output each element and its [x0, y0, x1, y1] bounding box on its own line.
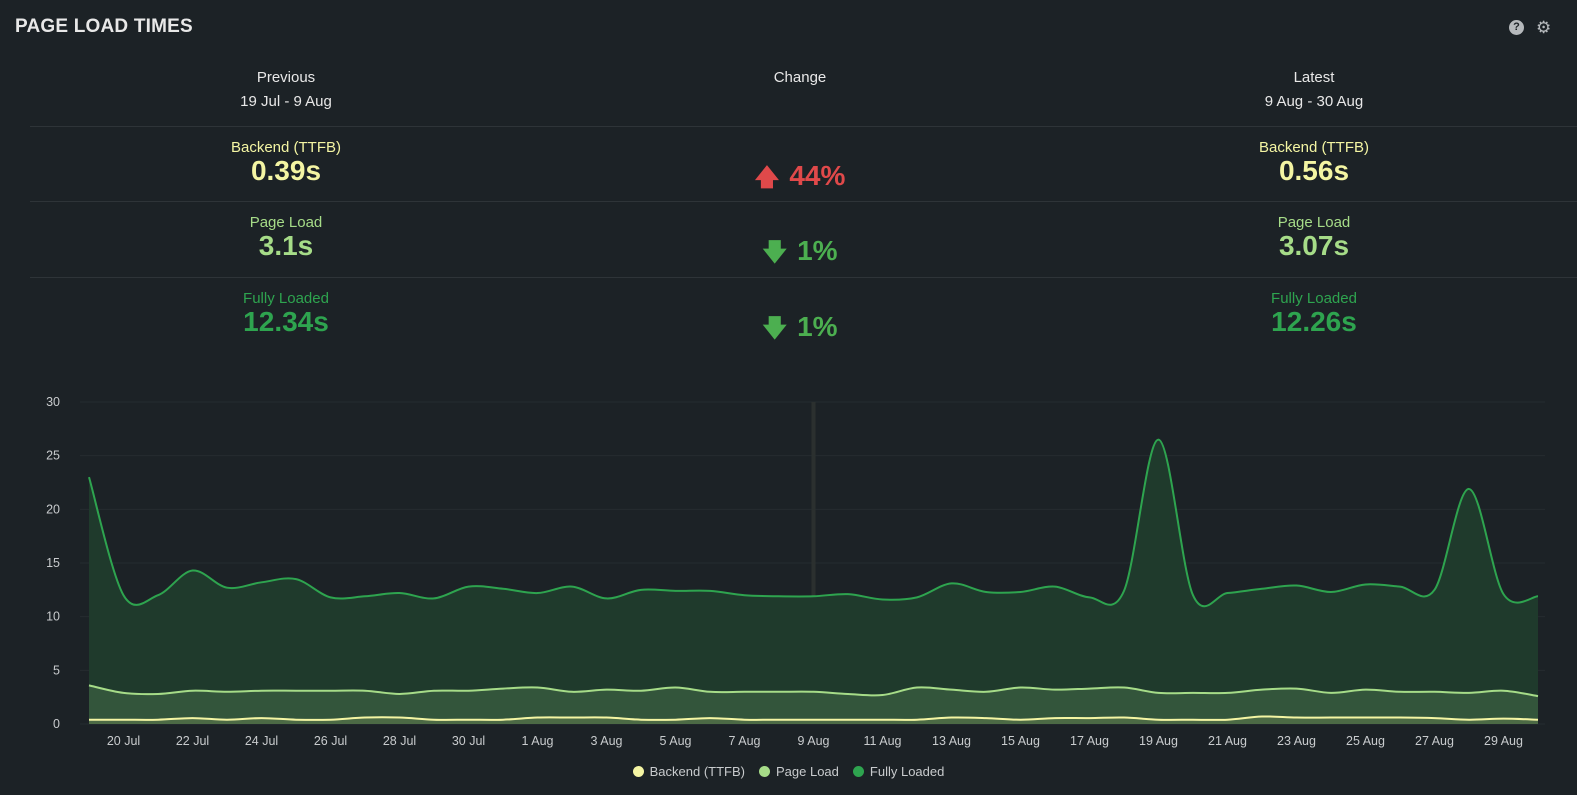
latest-column-header: Latest 9 Aug - 30 Aug: [1114, 69, 1514, 110]
metric-value: 3.1s: [258, 230, 314, 261]
arrow-down-icon: 🡇: [762, 239, 788, 266]
x-tick-label: 20 Jul: [107, 734, 140, 748]
divider: [30, 277, 1577, 278]
x-tick-label: 15 Aug: [1001, 734, 1040, 748]
metric-value: 3.07s: [1278, 230, 1350, 261]
metric-label: Fully Loaded: [243, 290, 329, 307]
page-load-line: [88, 684, 1539, 698]
legend-item[interactable]: Page Load: [759, 764, 839, 779]
x-tick-label: 29 Aug: [1484, 734, 1523, 748]
y-tick-label: 10: [46, 610, 60, 624]
change-value: 1%: [797, 311, 838, 342]
divider: [30, 126, 1577, 127]
y-tick-label: 5: [53, 663, 60, 677]
fully-loaded-line: [88, 438, 1539, 608]
previous-backend-ttfb-stat: Backend (TTFB) 0.39s: [86, 139, 486, 186]
metric-label: Fully Loaded: [1271, 290, 1357, 307]
metric-label: Page Load: [249, 214, 323, 231]
x-tick-label: 3 Aug: [591, 734, 623, 748]
x-tick-label: 30 Jul: [452, 734, 485, 748]
x-tick-label: 11 Aug: [863, 734, 901, 748]
x-tick-label: 26 Jul: [314, 734, 347, 748]
x-tick-label: 13 Aug: [932, 734, 971, 748]
latest-fully-loaded-stat: Fully Loaded 12.26s: [1114, 290, 1514, 337]
x-tick-label: 19 Aug: [1139, 734, 1178, 748]
legend-dot-icon: [632, 766, 644, 777]
change-heading: Change: [773, 69, 827, 86]
page-load-change: 🡇 1%: [600, 235, 1000, 276]
legend-item[interactable]: Backend (TTFB): [632, 764, 745, 779]
x-tick-label: 9 Aug: [798, 734, 830, 748]
previous-heading: Previous: [256, 69, 316, 86]
help-icon[interactable]: ?: [1509, 20, 1524, 35]
metric-value: 12.34s: [243, 306, 329, 337]
y-tick-label: 30: [46, 395, 60, 409]
y-tick-label: 25: [46, 449, 60, 463]
legend-label: Page Load: [776, 764, 839, 779]
period-divider-line: [811, 402, 816, 724]
divider: [30, 201, 1577, 202]
previous-column-header: Previous 19 Jul - 9 Aug: [86, 69, 486, 110]
backend-ttfb-change: 🡅 44%: [600, 160, 1000, 201]
gear-icon[interactable]: ⚙: [1536, 18, 1552, 37]
x-tick-label: 23 Aug: [1277, 734, 1316, 748]
change-column-header: Change: [600, 69, 1000, 86]
legend-label: Fully Loaded: [869, 764, 945, 779]
latest-page-load-stat: Page Load 3.07s: [1114, 214, 1514, 261]
x-tick-label: 22 Jul: [176, 734, 209, 748]
y-tick-label: 15: [46, 556, 60, 570]
legend-item[interactable]: Fully Loaded: [852, 764, 945, 779]
page-load-area: [89, 685, 1538, 724]
legend-dot-icon: [852, 766, 864, 777]
latest-heading: Latest: [1293, 69, 1335, 86]
x-tick-label: 28 Jul: [383, 734, 416, 748]
legend-dot-icon: [759, 766, 770, 777]
change-value: 1%: [797, 235, 838, 266]
x-tick-label: 24 Jul: [245, 734, 278, 748]
x-tick-label: 25 Aug: [1346, 734, 1385, 748]
y-tick-label: 20: [46, 502, 60, 516]
fully-loaded-change: 🡇 1%: [600, 311, 1000, 352]
latest-dates: 9 Aug - 30 Aug: [1264, 93, 1364, 110]
x-tick-label: 17 Aug: [1070, 734, 1109, 748]
x-tick-label: 5 Aug: [660, 734, 692, 748]
metric-value: 0.39s: [250, 155, 322, 186]
previous-fully-loaded-stat: Fully Loaded 12.34s: [86, 290, 486, 337]
metric-label: Backend (TTFB): [230, 139, 342, 156]
backend-ttfb-line: [88, 715, 1539, 721]
change-value: 44%: [789, 160, 846, 191]
previous-page-load-stat: Page Load 3.1s: [86, 214, 486, 261]
metric-label: Page Load: [1277, 214, 1351, 231]
widget-title: PAGE LOAD TIMES: [15, 16, 193, 37]
x-tick-label: 1 Aug: [522, 734, 554, 748]
metric-value: 0.56s: [1278, 155, 1350, 186]
arrow-up-icon: 🡅: [754, 164, 780, 191]
arrow-down-icon: 🡇: [762, 315, 788, 342]
x-tick-label: 7 Aug: [729, 734, 761, 748]
y-tick-label: 0: [53, 717, 60, 731]
previous-dates: 19 Jul - 9 Aug: [240, 93, 332, 110]
metric-label: Backend (TTFB): [1258, 139, 1370, 156]
x-tick-label: 27 Aug: [1415, 734, 1454, 748]
metric-value: 12.26s: [1271, 306, 1357, 337]
x-tick-label: 21 Aug: [1208, 734, 1247, 748]
legend-label: Backend (TTFB): [649, 764, 745, 779]
latest-backend-ttfb-stat: Backend (TTFB) 0.56s: [1114, 139, 1514, 186]
chart-legend: Backend (TTFB) Page Load Fully Loaded: [0, 764, 1577, 779]
